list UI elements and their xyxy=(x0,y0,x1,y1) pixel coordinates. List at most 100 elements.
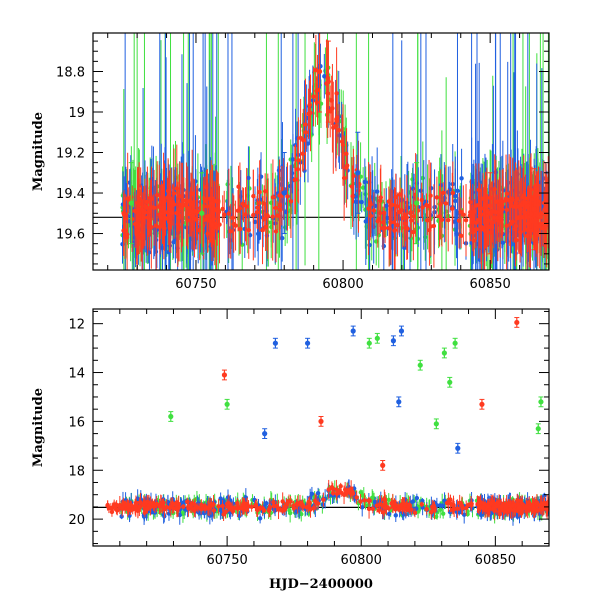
data-point xyxy=(310,98,316,103)
data-point xyxy=(140,233,145,238)
data-point xyxy=(216,199,221,204)
data-point xyxy=(392,227,398,233)
data-point xyxy=(414,495,420,501)
data-point xyxy=(275,213,281,218)
data-point xyxy=(189,191,195,196)
plot-area xyxy=(93,317,549,526)
data-point xyxy=(402,212,407,217)
data-point xyxy=(525,221,531,227)
data-point xyxy=(295,167,300,172)
data-point xyxy=(368,202,373,207)
data-point xyxy=(183,203,188,208)
data-point xyxy=(408,211,413,216)
data-point xyxy=(386,511,392,517)
data-point xyxy=(122,228,128,233)
top-panel: 60750 60800 60850 18.8 19 19.2 19.4 19.6 Magnitu… xyxy=(31,32,550,292)
data-point xyxy=(458,209,464,214)
data-point xyxy=(246,175,251,181)
data-point xyxy=(386,497,391,503)
data-point xyxy=(508,200,513,205)
data-point xyxy=(311,94,316,99)
data-point xyxy=(418,188,424,193)
data-point xyxy=(166,196,171,201)
data-point xyxy=(386,225,392,231)
data-point xyxy=(135,228,140,234)
data-point xyxy=(420,205,425,210)
highlight-point xyxy=(281,190,287,196)
data-point xyxy=(282,504,287,510)
data-point xyxy=(211,216,217,222)
data-point xyxy=(262,216,267,221)
data-point xyxy=(322,74,327,79)
highlight-point xyxy=(531,206,537,212)
data-point xyxy=(528,187,534,192)
data-point xyxy=(477,206,483,211)
data-point xyxy=(428,193,433,198)
data-point xyxy=(206,505,212,511)
data-point xyxy=(478,224,484,229)
data-point xyxy=(218,496,223,501)
data-point xyxy=(330,106,335,111)
data-point xyxy=(382,225,388,231)
plot-frame xyxy=(92,32,550,271)
y-axis-label: Magnitude xyxy=(31,112,46,191)
data-point xyxy=(434,195,440,200)
data-point xyxy=(496,210,502,215)
data-point xyxy=(393,513,398,518)
data-point xyxy=(321,497,326,502)
data-point xyxy=(393,507,398,512)
data-point xyxy=(337,133,342,138)
data-point xyxy=(362,179,368,185)
data-point xyxy=(334,118,339,124)
data-point xyxy=(455,506,460,511)
data-point xyxy=(430,504,435,510)
data-point xyxy=(438,202,443,207)
data-point xyxy=(340,142,346,148)
data-point xyxy=(300,151,305,156)
data-point xyxy=(366,498,371,503)
data-point xyxy=(230,215,236,221)
data-point xyxy=(476,187,482,193)
data-point xyxy=(358,499,363,504)
y-tick-label: 19 xyxy=(68,106,85,121)
bottom-panel: 60750 60800 608501214161820MagnitudeHJD−24… xyxy=(31,308,550,592)
data-point xyxy=(410,186,416,191)
data-point xyxy=(412,510,418,515)
x-tick-label: 60850 xyxy=(469,277,510,292)
y-tick-label: 18.8 xyxy=(56,65,85,80)
data-point xyxy=(440,503,445,508)
data-point xyxy=(273,229,279,234)
data-point xyxy=(443,201,448,206)
data-point xyxy=(190,213,195,219)
data-point xyxy=(226,211,232,216)
data-point xyxy=(192,208,198,214)
data-point xyxy=(488,501,493,506)
data-point xyxy=(301,137,306,143)
data-point xyxy=(497,509,502,514)
data-point xyxy=(326,487,331,492)
data-point xyxy=(129,216,135,222)
data-point xyxy=(511,508,517,513)
data-point xyxy=(235,208,241,213)
data-point xyxy=(546,500,549,505)
data-point xyxy=(504,223,509,229)
data-point xyxy=(473,203,479,208)
data-point xyxy=(286,499,292,504)
y-tick-label: 19.2 xyxy=(56,147,85,162)
data-point xyxy=(433,514,439,519)
data-point xyxy=(277,193,282,198)
data-point xyxy=(409,218,414,223)
data-point xyxy=(308,110,313,116)
data-point xyxy=(242,501,248,506)
data-point xyxy=(264,213,270,218)
data-point xyxy=(381,243,387,249)
data-point xyxy=(260,227,265,233)
y-tick-label: 19.6 xyxy=(56,228,85,243)
data-point xyxy=(329,485,335,490)
data-point xyxy=(498,215,503,221)
data-point xyxy=(395,222,400,228)
data-point xyxy=(181,504,186,509)
data-point xyxy=(201,196,207,201)
data-point xyxy=(185,499,190,504)
